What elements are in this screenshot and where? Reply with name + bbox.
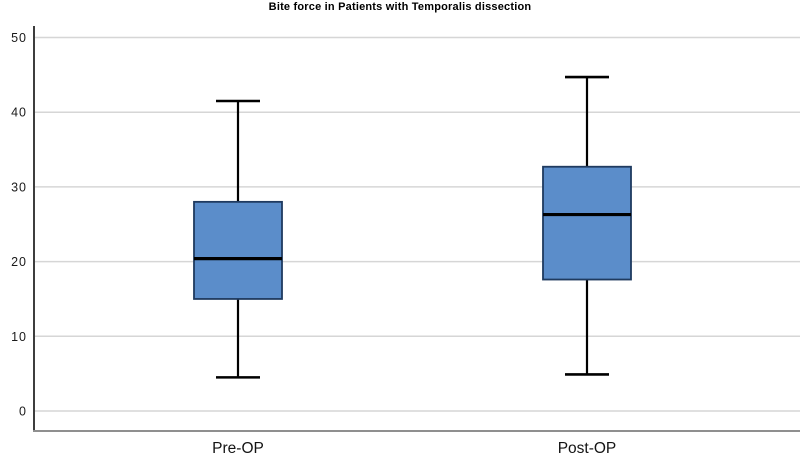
y-tick-label-40: 40 [11,106,27,120]
x-category-label-pre-op: Pre-OP [212,440,264,457]
y-tick-label-50: 50 [11,31,27,45]
y-tick-label-10: 10 [11,330,27,344]
box-post-op [542,165,632,281]
chart-title: Bite force in Patients with Temporalis d… [268,1,532,13]
box-pre-op [193,200,283,300]
x-category-label-post-op: Post-OP [558,440,617,457]
y-tick-label-20: 20 [11,255,27,269]
y-tick-label-0: 0 [19,405,27,419]
y-tick-label-30: 30 [11,180,27,194]
